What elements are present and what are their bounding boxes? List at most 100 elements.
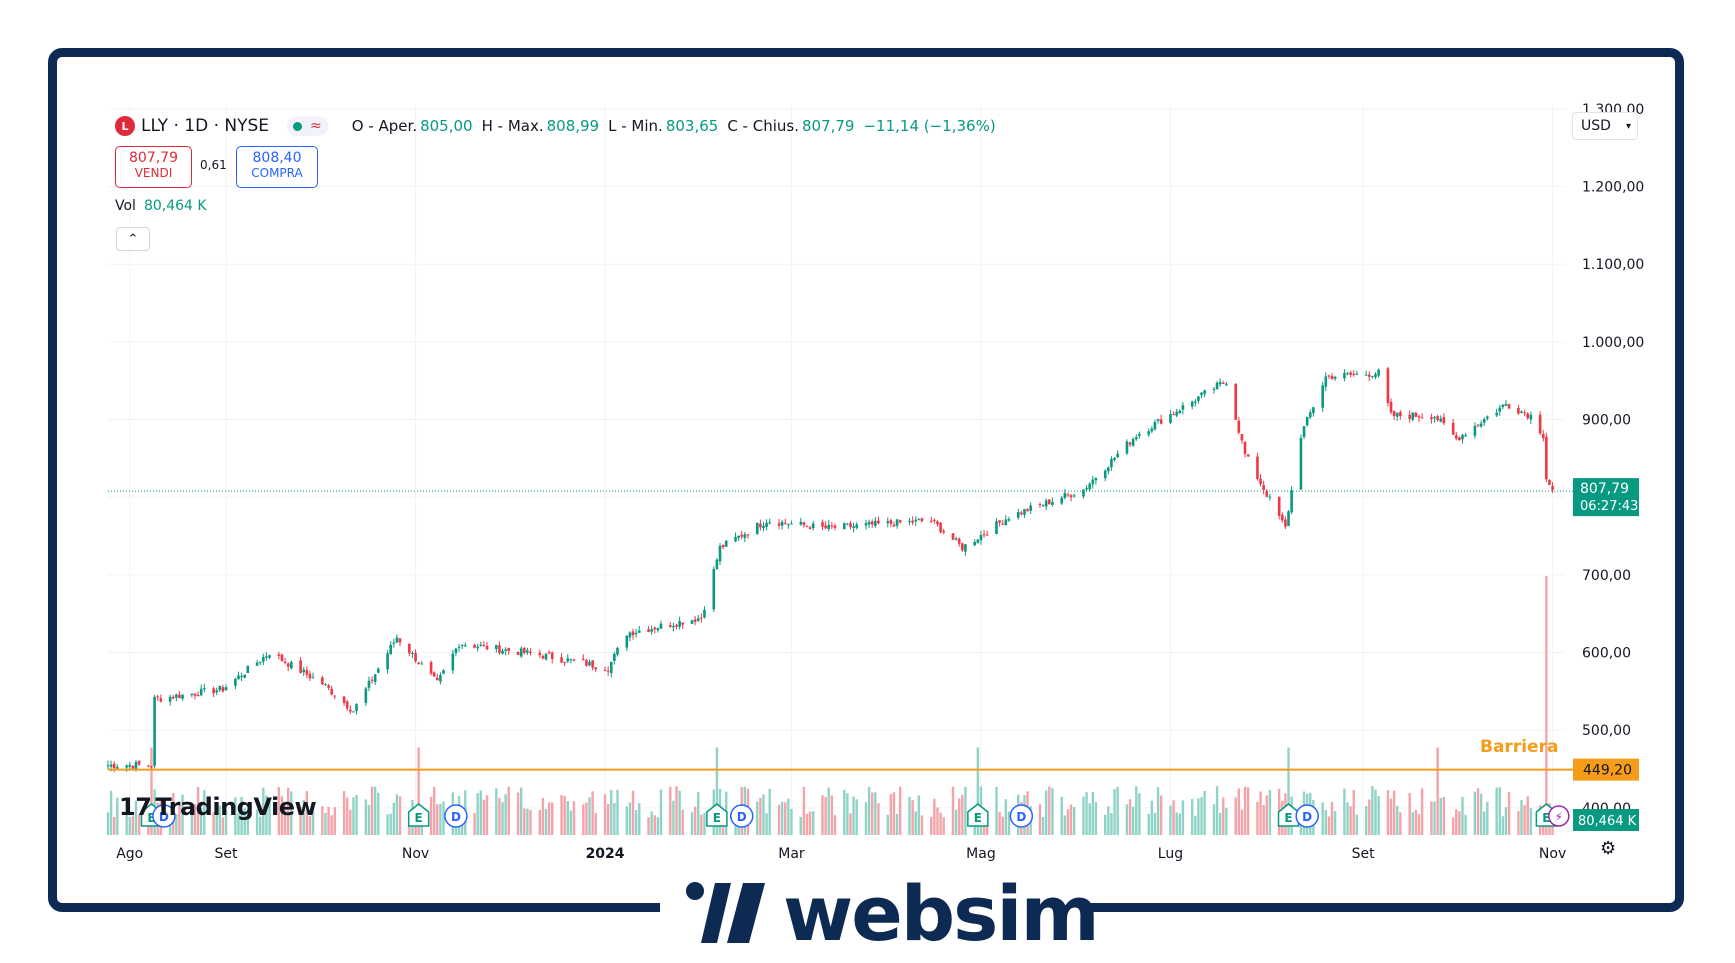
candle-body [1194, 401, 1197, 403]
volume-bar [1004, 799, 1008, 835]
currency-selector[interactable]: USD ▾ [1572, 112, 1638, 140]
volume-bar [364, 799, 368, 835]
sell-button[interactable]: 807,79 VENDI [115, 146, 192, 188]
candle-body [1451, 422, 1455, 435]
low-value: 803,65 [665, 117, 719, 135]
volume-bar [939, 812, 942, 835]
candle-body [718, 545, 722, 562]
candle-body [870, 521, 874, 525]
candle-body [811, 523, 815, 529]
volume-bar [106, 812, 110, 835]
candle-body [482, 644, 486, 646]
candle-body [1234, 383, 1237, 420]
volume-bar [1464, 814, 1467, 835]
candle-body [1545, 436, 1548, 480]
volume-bar [560, 795, 563, 835]
candle-body [1016, 511, 1020, 518]
candle-body [759, 523, 762, 528]
chevron-down-icon: ▾ [1625, 120, 1631, 132]
candle-body [1343, 372, 1346, 379]
volume-bar [1495, 787, 1498, 835]
candle-body [311, 677, 315, 679]
volume-bar [1237, 788, 1241, 835]
candle-body [1038, 504, 1042, 506]
volume-bar [1392, 790, 1396, 835]
candle-body [321, 677, 324, 685]
candle-body [566, 658, 570, 662]
candle-body [196, 695, 200, 697]
volume-bar [193, 803, 197, 835]
volume-bar [1215, 786, 1219, 835]
candle-body [780, 521, 784, 526]
candle-body [588, 661, 591, 666]
earnings-marker-label: E [147, 811, 155, 825]
candle-body [1495, 412, 1498, 416]
volume-bar [799, 816, 802, 835]
buy-button[interactable]: 808,40 COMPRA [236, 146, 318, 188]
volume-bar [398, 796, 402, 835]
candle-body [678, 621, 681, 627]
candle-body [1420, 417, 1424, 419]
volume-bar [1104, 814, 1107, 835]
earnings-marker-icon [407, 803, 430, 827]
candle-body [929, 520, 933, 522]
candle-body [1355, 373, 1359, 375]
candle-body [1346, 373, 1349, 375]
close-value: 807,79 [801, 117, 855, 135]
volume-bar [125, 798, 128, 835]
sell-label: VENDI [134, 166, 173, 180]
volume-bar [1259, 791, 1262, 835]
candle-body [849, 523, 852, 528]
candle-body [1128, 442, 1132, 445]
candle-body [827, 524, 831, 530]
volume-bar [1458, 811, 1461, 835]
candle-body [1113, 457, 1116, 460]
tradingview-logo[interactable]: 17 TradingView [119, 793, 317, 821]
market-status-pill[interactable]: ≈ [287, 116, 328, 136]
volume-bar [995, 786, 998, 835]
volume-bar [1156, 787, 1160, 835]
volume-bar [1346, 802, 1349, 835]
gear-icon[interactable]: ⚙ [1600, 838, 1617, 859]
buy-price: 808,40 [252, 150, 302, 166]
buy-label: COMPRA [251, 166, 303, 180]
candle-body [1454, 435, 1458, 439]
candle-body [373, 674, 377, 683]
volume-bar [1442, 797, 1446, 835]
company-logo-icon: L [115, 116, 135, 136]
volume-bar [305, 791, 309, 835]
volume-bar [1116, 786, 1119, 835]
volume-bar [1451, 817, 1455, 835]
volume-bar [1197, 798, 1200, 835]
dividend-marker-icon [1295, 804, 1319, 828]
volume-bar [756, 801, 759, 835]
candle-body [345, 701, 349, 709]
candle-body [234, 678, 237, 686]
earnings-marker-icon [706, 803, 728, 827]
volume-bar [1131, 806, 1135, 835]
dividend-marker-icon [729, 804, 754, 828]
volume-bar [1178, 813, 1181, 835]
volume-bar [1349, 806, 1352, 835]
volume-label: Vol [115, 198, 136, 214]
volume-bar [1352, 789, 1355, 835]
volume-bar [302, 799, 305, 835]
candle-body [519, 648, 523, 657]
candle-body [168, 696, 172, 702]
collapse-legend-button[interactable]: ⌃ [116, 227, 150, 251]
candle-body [516, 651, 520, 656]
y-tick-label: 1.100,00 [1582, 257, 1644, 273]
candle-body [1103, 470, 1107, 479]
volume-bar [1051, 788, 1054, 835]
candle-body [1436, 415, 1439, 421]
volume-bar [1150, 800, 1154, 835]
volume-bar [1113, 788, 1116, 835]
volume-bar [1038, 804, 1042, 835]
candle-body [768, 522, 772, 524]
barrier-price-label: 449,20 [1583, 763, 1632, 779]
volume-bar [1520, 800, 1523, 835]
candle-body [1069, 495, 1073, 498]
volume-bar [768, 788, 771, 835]
symbol-title[interactable]: LLY · 1D · NYSE [141, 116, 270, 136]
